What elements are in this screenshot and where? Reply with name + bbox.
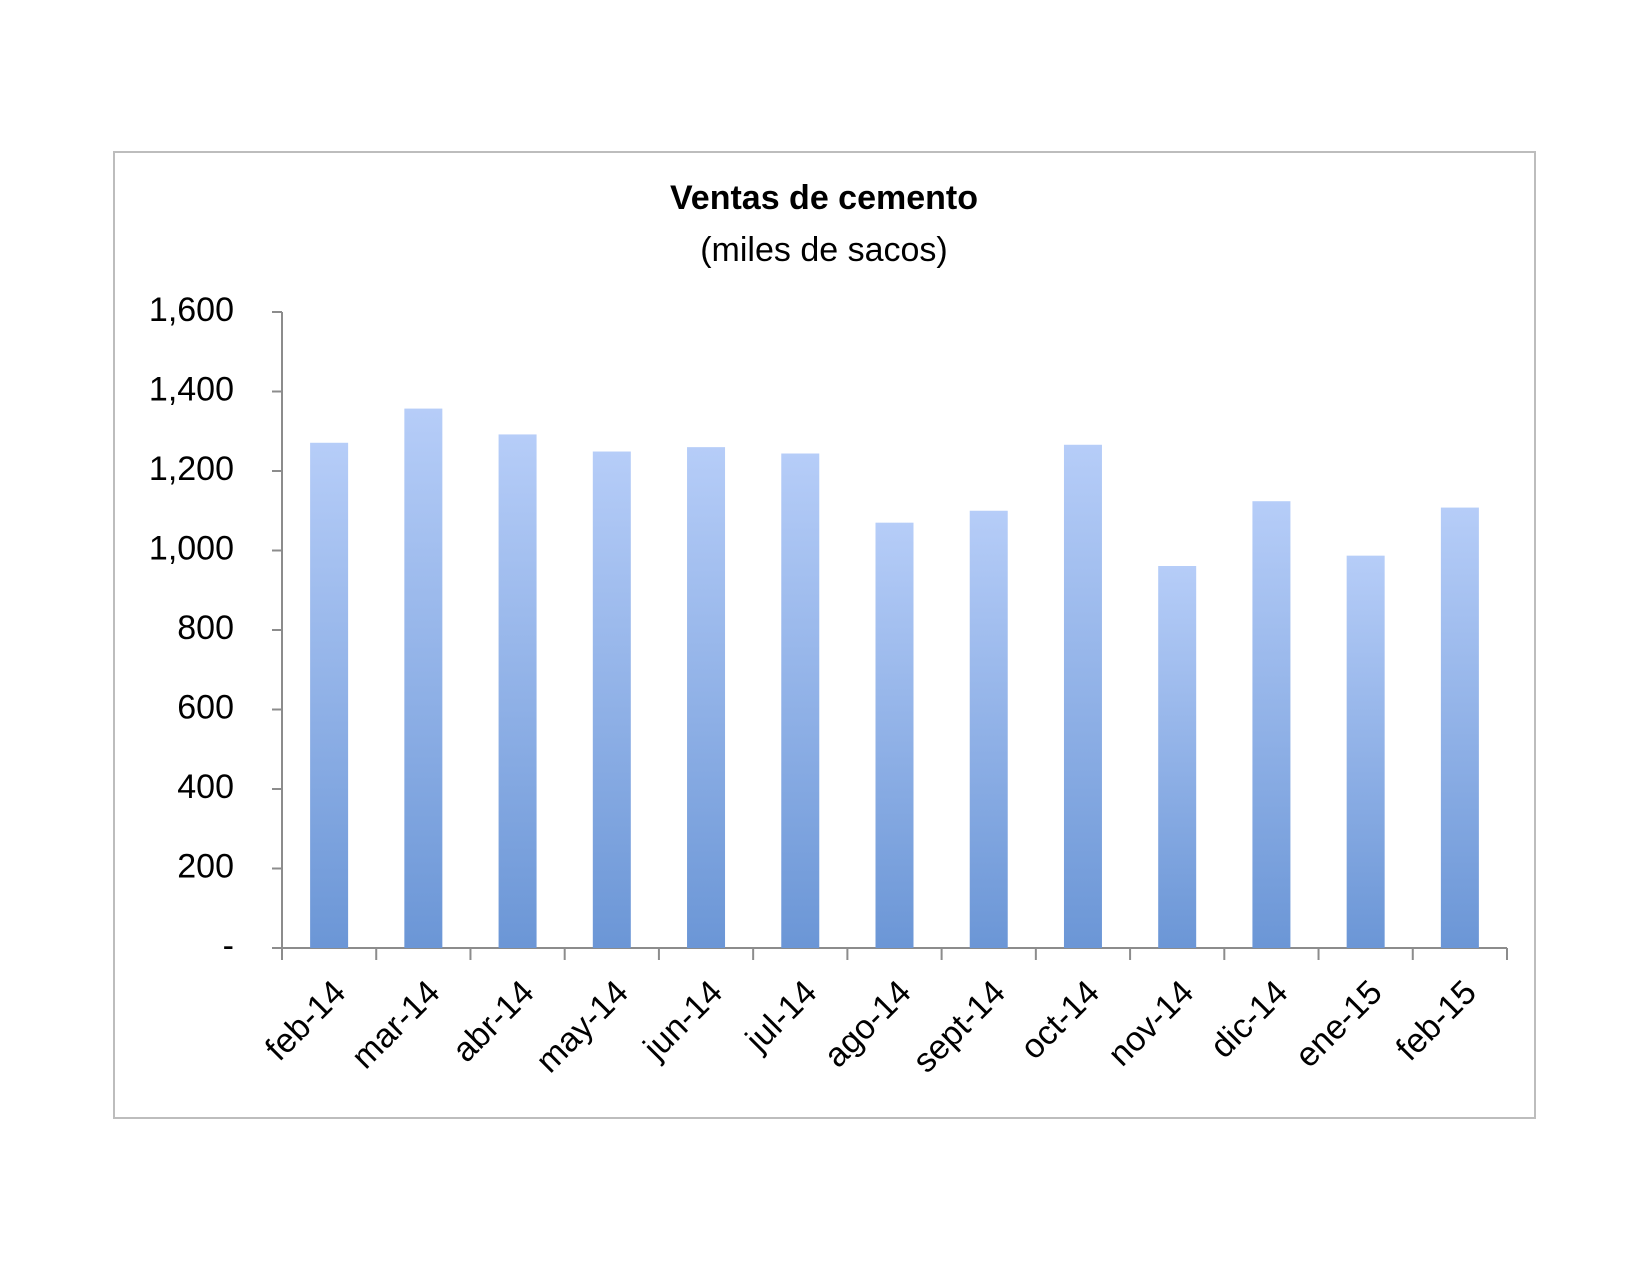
y-tick-label: 600 (177, 688, 234, 726)
bar (310, 442, 349, 948)
y-tick-label: 400 (177, 768, 234, 806)
bar (687, 447, 726, 948)
chart-frame (113, 151, 1536, 1119)
bar (404, 408, 443, 948)
y-tick-label: - (223, 927, 234, 965)
y-tick-label: 1,200 (149, 450, 234, 488)
bar (969, 510, 1008, 948)
y-tick-label: 1,400 (149, 370, 234, 408)
y-tick-label: 1,600 (149, 291, 234, 329)
y-tick-label: 200 (177, 847, 234, 885)
chart-subtitle: (miles de sacos) (700, 231, 948, 269)
y-tick-label: 800 (177, 609, 234, 647)
bar (498, 434, 537, 948)
bar (1063, 444, 1102, 948)
chart-title: Ventas de cemento (670, 179, 978, 217)
bar (592, 451, 631, 948)
bar (781, 453, 820, 948)
y-tick-label: 1,000 (149, 529, 234, 567)
bar (1158, 566, 1197, 948)
bar (875, 522, 914, 948)
bar (1440, 507, 1479, 948)
bar (1252, 501, 1291, 948)
bar (1346, 555, 1385, 948)
